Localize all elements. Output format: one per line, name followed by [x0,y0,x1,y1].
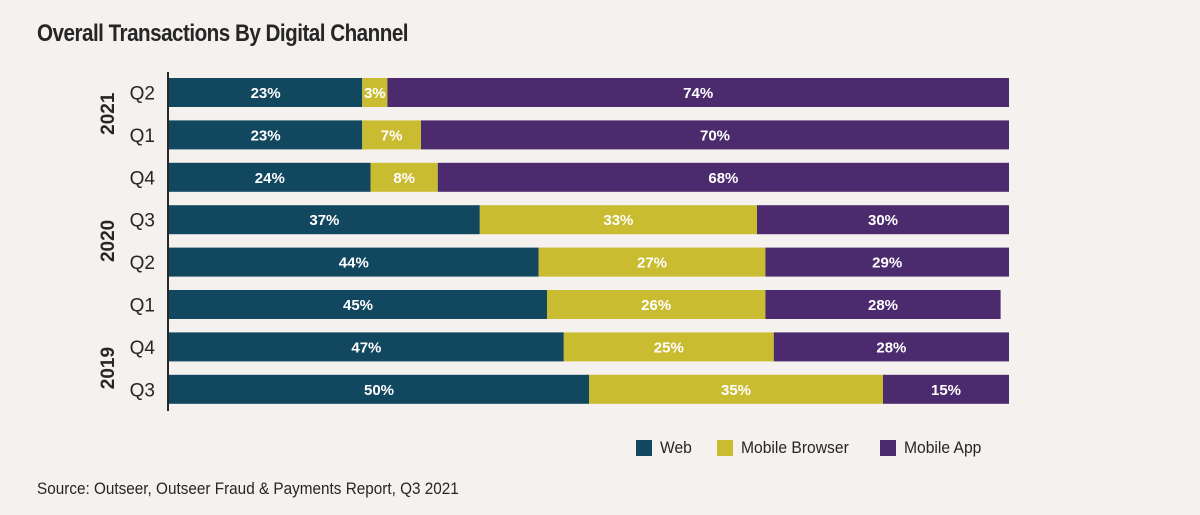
bar-segment-mobile-app [883,374,1009,404]
bar-segment-mobile-browser [362,120,421,150]
quarter-tick-label: Q3 [130,211,155,232]
quarter-tick-label: Q1 [130,126,155,147]
quarter-tick-label: Q4 [130,168,156,189]
bar-segment-web [169,332,564,362]
bar-segment-web [169,120,363,150]
bar-segment-mobile-browser [538,247,766,277]
data-label-web: 47% [351,339,381,356]
data-label-mobile-browser: 25% [654,339,684,356]
data-label-mobile-app: 30% [868,212,898,229]
data-label-web: 44% [339,255,369,272]
bar-segment-mobile-browser [370,162,438,192]
legend-label-mobile-app: Mobile App [903,438,982,457]
quarter-tick-label: Q2 [130,253,155,274]
quarter-tick-label: Q4 [130,338,156,359]
data-label-mobile-browser: 8% [393,170,415,187]
data-label-mobile-app: 15% [931,382,961,399]
quarter-tick-label: Q1 [130,296,155,317]
bar-segment-web [169,374,589,404]
data-label-mobile-app: 70% [700,127,730,144]
bar-segment-web [169,205,480,235]
quarter-tick-label: Q3 [130,380,155,401]
data-label-mobile-browser: 33% [603,212,633,229]
year-group-label: 2019 [98,347,119,389]
bar-segment-mobile-browser [547,290,766,319]
bar-segment-mobile-app [421,120,1009,150]
legend-label-mobile-browser: Mobile Browser [740,438,849,457]
bar-segment-web [169,162,371,192]
bar-segment-mobile-app [757,205,1009,235]
bar-segment-web [169,247,539,277]
legend-swatch-mobile-app [879,440,896,456]
data-label-web: 23% [251,85,281,102]
data-label-web: 45% [343,297,373,314]
data-label-mobile-app: 74% [683,85,713,102]
bar-segment-mobile-browser [479,205,757,235]
data-label-mobile-app: 28% [876,339,906,356]
year-group-label: 2021 [98,92,119,135]
legend-item-mobile-browser: Mobile Browser [716,438,858,458]
source-note: Source: Outseer, Outseer Fraud & Payment… [37,479,459,498]
data-label-web: 37% [309,212,339,229]
data-label-mobile-browser: 3% [364,85,386,102]
bar-segment-mobile-browser [362,78,388,107]
chart-title: Overall Transactions By Digital Channel [37,20,409,47]
legend-item-web: Web [636,438,695,458]
bar-segment-mobile-app [765,247,1009,277]
bar-segment-mobile-app [437,162,1009,192]
legend-swatch-mobile-browser [716,440,733,456]
bar-segment-mobile-app [387,78,1009,107]
data-label-mobile-app: 68% [708,170,738,187]
quarter-tick-label: Q2 [130,84,155,105]
legend-label-web: Web [660,438,692,457]
legend: Web Mobile Browser Mobile App [636,438,1010,458]
bar-segment-mobile-browser [589,374,883,404]
data-label-mobile-browser: 7% [381,127,403,144]
bar-segment-mobile-app [765,290,1001,319]
bar-segment-web [169,78,363,107]
bar-segment-mobile-app [773,332,1009,362]
legend-swatch-web [636,440,652,456]
data-label-mobile-browser: 35% [721,382,751,399]
data-label-mobile-browser: 27% [637,255,667,272]
data-label-mobile-browser: 26% [641,297,671,314]
legend-item-mobile-app: Mobile App [879,438,988,458]
bar-segment-web [169,290,547,319]
data-label-mobile-app: 28% [868,297,898,314]
data-label-web: 23% [251,127,281,144]
data-label-web: 50% [364,382,394,399]
bar-segment-mobile-browser [563,332,774,362]
data-label-mobile-app: 29% [872,255,902,272]
year-group-label: 2020 [98,220,119,262]
data-label-web: 24% [255,170,285,187]
